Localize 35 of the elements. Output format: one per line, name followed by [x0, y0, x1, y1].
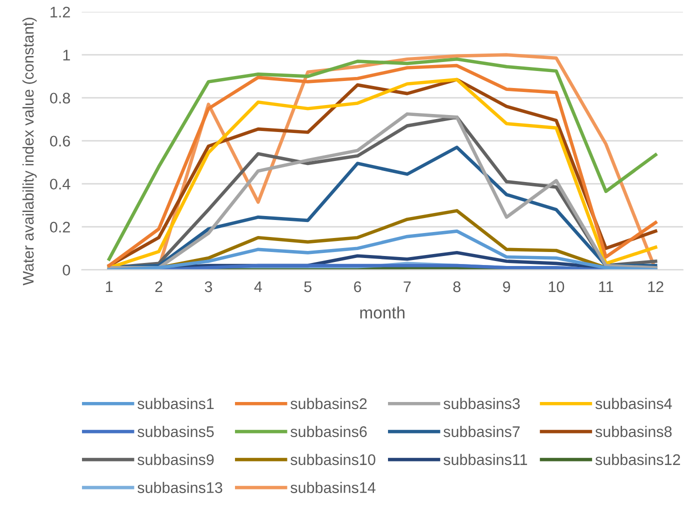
y-tick-label: 0.8 [50, 92, 70, 104]
legend-label: subbasins7 [444, 426, 520, 438]
y-tick-label: 0.2 [50, 222, 70, 233]
x-tick-label: 7 [404, 282, 411, 292]
y-tick-label: 0.6 [50, 136, 70, 147]
legend-label: subbasins13 [138, 482, 222, 494]
x-tick-label: 4 [254, 282, 262, 292]
legend-label: subbasins8 [595, 426, 672, 438]
x-axis-title: month [360, 306, 404, 319]
legend-label: subbasins14 [290, 482, 376, 494]
legend-label: subbasins2 [290, 398, 367, 410]
legend-label: subbasins5 [138, 426, 214, 438]
legend-label: subbasins3 [444, 398, 520, 410]
x-tick-label: 6 [354, 281, 362, 292]
x-tick-label: 12 [648, 281, 664, 292]
legend-label: subbasins4 [595, 398, 672, 410]
y-tick-label: 0 [62, 264, 70, 276]
x-tick-label: 1 [106, 282, 113, 292]
legend-label: subbasins1 [138, 398, 214, 410]
legend-label: subbasins11 [444, 454, 528, 466]
x-tick-label: 8 [453, 281, 460, 292]
x-tick-label: 10 [548, 281, 564, 292]
legend-label: subbasins6 [290, 426, 367, 438]
y-tick-label: 1.2 [50, 6, 70, 18]
y-tick-label: 0.4 [50, 178, 70, 190]
y-axis-title: Water availability index value (constant) [22, 18, 37, 286]
y-tick-label: 1 [63, 50, 70, 60]
x-tick-label: 5 [304, 282, 312, 292]
legend-label: subbasins10 [290, 454, 376, 466]
legend-label: subbasins9 [138, 454, 214, 466]
x-tick-label: 9 [503, 281, 510, 292]
x-tick-label: 11 [599, 282, 614, 292]
x-tick-label: 3 [204, 281, 212, 292]
x-tick-label: 2 [155, 281, 162, 292]
legend-label: subbasins12 [595, 454, 680, 466]
